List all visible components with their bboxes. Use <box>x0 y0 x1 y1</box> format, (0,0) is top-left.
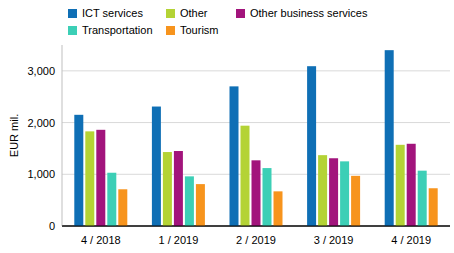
chart: 0 1,000 2,000 3,000 EUR mil. 4 / 2018 1 / 2019… <box>0 0 454 253</box>
bar <box>351 176 360 226</box>
bar <box>307 66 316 226</box>
legend-swatch <box>68 26 77 35</box>
bar <box>418 171 427 226</box>
bar <box>96 130 105 226</box>
x-tick-label: 2 / 2019 <box>236 234 276 246</box>
bar <box>263 168 272 226</box>
bar <box>329 158 338 226</box>
legend-swatch <box>166 26 175 35</box>
x-axis-line <box>62 226 450 227</box>
bar <box>152 107 161 226</box>
y-axis-line <box>62 45 63 226</box>
bar <box>196 184 205 226</box>
bar <box>230 86 239 226</box>
legend-label: ICT services <box>82 7 143 19</box>
bar <box>163 152 172 226</box>
bars <box>74 50 437 226</box>
bar <box>396 145 405 226</box>
bar <box>318 155 327 226</box>
x-tick-label: 3 / 2019 <box>314 234 354 246</box>
bar <box>340 161 349 226</box>
bar <box>252 160 261 226</box>
x-tick-label: 4 / 2018 <box>81 234 121 246</box>
bar <box>407 144 416 226</box>
y-tick-label: 1,000 <box>27 168 55 180</box>
legend-label: Tourism <box>180 24 219 36</box>
legend-label: Other <box>180 7 208 19</box>
y-tick-label: 2,000 <box>27 117 55 129</box>
bar <box>429 188 438 226</box>
bar <box>85 131 94 226</box>
x-tick-label: 4 / 2019 <box>391 234 431 246</box>
legend-swatch <box>236 9 245 18</box>
bar <box>385 50 394 226</box>
bar <box>274 191 283 226</box>
y-tick-label: 0 <box>49 220 55 232</box>
y-tick-label: 3,000 <box>27 65 55 77</box>
bar <box>107 173 116 226</box>
grid-line <box>62 226 450 227</box>
legend-swatch <box>166 9 175 18</box>
bar <box>118 189 127 226</box>
bar <box>185 176 194 226</box>
legend-label: Transportation <box>82 24 153 36</box>
bar <box>174 151 183 226</box>
bar <box>74 115 83 226</box>
legend-swatch <box>68 9 77 18</box>
y-axis-title: EUR mil. <box>8 114 20 157</box>
x-tick-label: 1 / 2019 <box>159 234 199 246</box>
chart-container: 0 1,000 2,000 3,000 EUR mil. 4 / 2018 1 / 2019… <box>0 0 454 253</box>
bar <box>241 126 250 226</box>
legend-label: Other business services <box>250 7 368 19</box>
